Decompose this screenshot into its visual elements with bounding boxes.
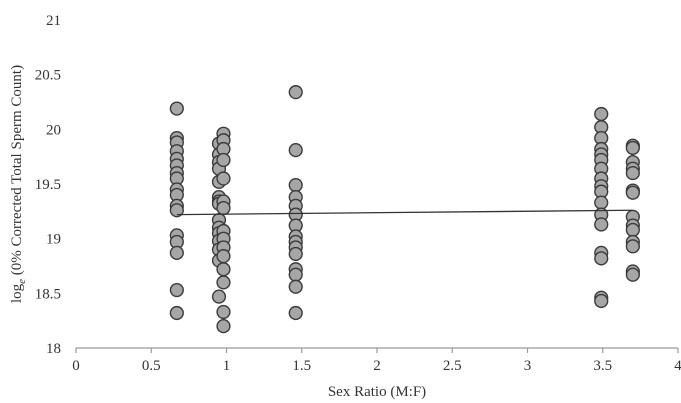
data-point	[288, 305, 303, 321]
data-point	[169, 305, 184, 321]
y-axis-ticks: 18 18.5 19 19.5 20 20.5 21	[35, 13, 61, 357]
x-axis-tickmarks	[75, 348, 679, 353]
data-point	[625, 165, 640, 181]
data-point	[594, 217, 609, 232]
data-point	[625, 222, 640, 238]
x-tick-label: 3.5	[593, 358, 612, 374]
y-tick-label: 21	[46, 13, 61, 29]
x-tick-label: 2	[373, 358, 381, 374]
data-point	[625, 267, 640, 282]
data-point	[625, 239, 640, 254]
x-tick-label: 3	[524, 358, 532, 374]
data-point	[216, 171, 231, 186]
data-points	[169, 85, 640, 334]
x-tick-label: 2.5	[443, 358, 462, 374]
data-point	[625, 140, 640, 156]
data-point	[288, 143, 303, 158]
data-point	[594, 195, 609, 210]
data-point	[169, 282, 184, 298]
data-point	[216, 152, 231, 168]
data-point	[216, 262, 231, 277]
data-point	[288, 85, 303, 100]
data-point	[288, 177, 303, 193]
x-tick-label: 1	[223, 358, 231, 374]
data-point	[594, 293, 609, 309]
data-point	[216, 304, 231, 320]
y-tick-label: 20	[46, 122, 61, 138]
data-point	[625, 185, 640, 200]
data-point	[216, 249, 231, 264]
y-tick-label: 19	[46, 232, 61, 248]
data-point	[169, 245, 184, 260]
data-point	[216, 319, 231, 334]
y-axis-title-subscript: e	[16, 279, 28, 284]
data-point	[288, 246, 303, 262]
trend-line	[176, 209, 633, 216]
data-point	[594, 251, 609, 266]
y-axis-title-suffix: (0% Corrected Total Sperm Count)	[9, 65, 25, 279]
data-point	[169, 101, 184, 116]
x-tick-label: 4	[674, 358, 681, 374]
y-axis-title: loge (0% Corrected Total Sperm Count)	[9, 65, 28, 303]
data-point	[288, 267, 303, 282]
data-point	[216, 275, 231, 290]
x-tick-label: 0	[72, 358, 80, 374]
y-tick-label: 18.5	[35, 286, 61, 302]
data-point	[211, 289, 227, 304]
y-tick-label: 20.5	[35, 68, 61, 84]
x-tick-label: 1.5	[292, 358, 311, 374]
y-tick-label: 19.5	[35, 177, 61, 193]
y-tick-label: 18	[46, 341, 61, 357]
data-point	[169, 203, 184, 218]
x-tick-label: 0.5	[142, 358, 161, 374]
data-point	[594, 106, 609, 122]
y-axis-title-prefix: log	[9, 283, 25, 303]
data-point	[216, 200, 231, 216]
data-point	[288, 279, 303, 294]
x-axis-ticks: 0 0.5 1 1.5 2 2.5 3 3.5 4	[72, 358, 681, 374]
x-axis-title: Sex Ratio (M:F)	[328, 384, 426, 400]
